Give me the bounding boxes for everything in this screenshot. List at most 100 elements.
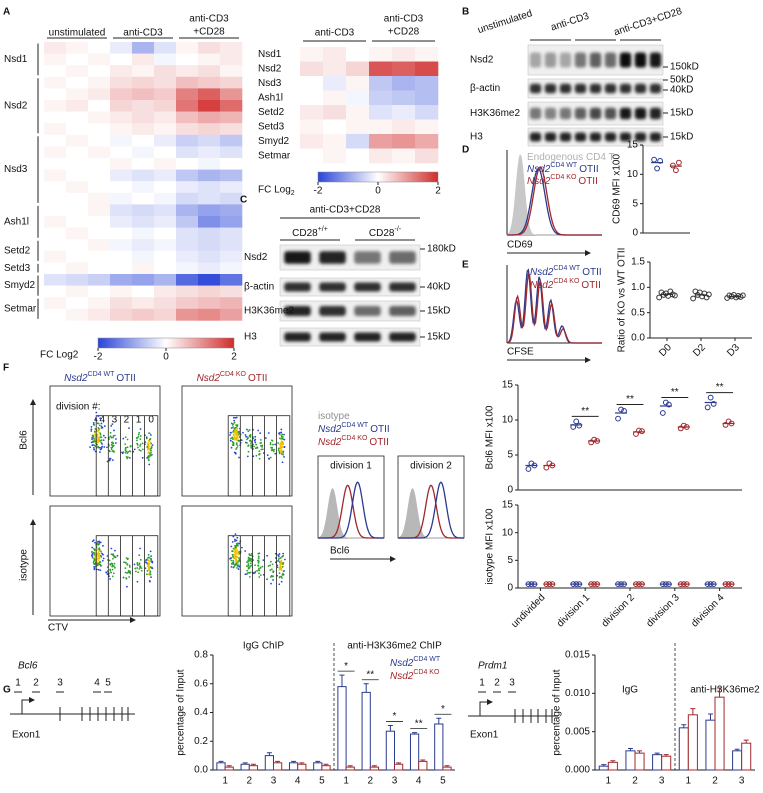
bar bbox=[297, 763, 307, 771]
bar bbox=[248, 765, 259, 771]
flow-dot bbox=[102, 544, 104, 547]
y-tick-label: 5 bbox=[507, 555, 513, 566]
flow-dot bbox=[126, 585, 128, 588]
flow-dot bbox=[255, 443, 258, 446]
heatmap-cell bbox=[66, 216, 89, 228]
flow-dot bbox=[278, 567, 281, 570]
heatmap-cell bbox=[44, 123, 67, 136]
heatmap-cell bbox=[110, 192, 133, 205]
row-label: Setmar bbox=[258, 150, 291, 161]
flow-dot bbox=[248, 575, 251, 578]
heatmap-cell bbox=[66, 262, 89, 275]
heatmap-cell bbox=[44, 274, 67, 286]
flow-dot bbox=[113, 562, 116, 565]
y-tick-label: 0.0 bbox=[631, 333, 645, 344]
flow-dot bbox=[272, 579, 274, 581]
flow-dot bbox=[252, 437, 255, 440]
heatmap-cell bbox=[369, 119, 393, 135]
flow-dot bbox=[91, 438, 93, 441]
blot-band bbox=[319, 306, 346, 316]
flow-dot bbox=[257, 561, 260, 564]
primer-label: 5 bbox=[105, 678, 111, 689]
flow-dot bbox=[136, 580, 139, 583]
error-bar bbox=[291, 760, 297, 763]
flow-dot bbox=[99, 439, 102, 442]
flow-dot bbox=[112, 435, 115, 437]
lane-label: CD28+/+ bbox=[292, 226, 328, 239]
heatmap-cell bbox=[154, 204, 177, 217]
flow-plot-frame bbox=[49, 505, 161, 617]
heatmap-cell bbox=[392, 105, 416, 120]
flow-dot bbox=[230, 545, 233, 548]
flow-dot bbox=[147, 562, 150, 564]
flow-dot bbox=[101, 559, 104, 562]
flow-dot bbox=[237, 439, 240, 442]
flow-dot bbox=[146, 562, 149, 565]
heatmap-cell bbox=[110, 158, 133, 170]
flow-dot bbox=[109, 578, 111, 580]
flow-dot bbox=[249, 559, 252, 561]
heatmap-cell bbox=[44, 169, 67, 182]
blot-band bbox=[354, 251, 381, 264]
flow-dot bbox=[122, 576, 125, 579]
suffix: OTII bbox=[579, 164, 598, 175]
primer-label: 3 bbox=[57, 678, 63, 689]
heatmap-cell bbox=[323, 90, 347, 106]
flow-dot bbox=[139, 428, 142, 430]
x-tick-label: 2 bbox=[632, 776, 638, 787]
suffix: OTII bbox=[369, 437, 388, 448]
error-bar bbox=[707, 713, 713, 721]
heatmap-cell bbox=[198, 111, 221, 124]
flow-dot bbox=[109, 431, 112, 434]
heatmap-cell bbox=[132, 65, 155, 78]
flow-dot bbox=[122, 437, 125, 440]
flow-dot bbox=[270, 568, 273, 571]
heatmap-cell bbox=[110, 146, 133, 159]
flow-dot bbox=[234, 557, 236, 560]
column-group-label: unstimulated bbox=[49, 28, 106, 39]
heatmap-cell bbox=[88, 297, 111, 310]
flow-dot bbox=[139, 558, 142, 561]
flow-dot bbox=[139, 547, 141, 550]
flow-dot bbox=[234, 564, 236, 567]
y-tick-label: 0.0 bbox=[194, 765, 208, 776]
flow-dot bbox=[92, 539, 95, 542]
heatmap-cell bbox=[220, 100, 243, 112]
blot-band bbox=[619, 107, 632, 120]
flow-dot bbox=[126, 457, 129, 460]
heatmap-cell bbox=[154, 123, 177, 136]
heatmap-cell bbox=[154, 181, 177, 194]
heatmap-cell bbox=[220, 285, 243, 298]
flow-dot bbox=[149, 447, 152, 450]
flow-dot bbox=[148, 459, 150, 462]
flow-dot bbox=[110, 448, 113, 451]
flow-dot bbox=[267, 565, 270, 567]
flow-dot bbox=[236, 446, 238, 449]
bar bbox=[345, 766, 355, 771]
heatmap-cell bbox=[110, 285, 133, 298]
flow-dot bbox=[114, 549, 116, 552]
superscript: CD4 KO bbox=[413, 669, 440, 676]
gene: Nsd2 bbox=[64, 373, 88, 384]
heatmap-cell bbox=[176, 181, 199, 194]
bar bbox=[216, 762, 226, 771]
flow-dot bbox=[98, 431, 101, 434]
colorbar-tick-label: -2 bbox=[314, 186, 323, 197]
flow-dot bbox=[111, 450, 114, 453]
histogram-line bbox=[506, 272, 602, 344]
data-point bbox=[636, 427, 642, 434]
heatmap-cell bbox=[198, 285, 221, 298]
column-group-label: anti-CD3 bbox=[189, 14, 229, 25]
y-tick-label: 10 bbox=[502, 415, 514, 426]
error-bar bbox=[637, 750, 643, 754]
significance-label: ** bbox=[626, 394, 634, 405]
heatmap-cell bbox=[88, 239, 111, 252]
heatmap-cell bbox=[323, 134, 347, 149]
heatmap-cell bbox=[110, 239, 133, 252]
flow-dot bbox=[100, 552, 103, 555]
heatmap-cell bbox=[110, 134, 133, 147]
data-point bbox=[656, 294, 663, 301]
blot-band bbox=[529, 52, 542, 68]
blot-band bbox=[319, 282, 346, 292]
flow-dot bbox=[124, 436, 127, 438]
